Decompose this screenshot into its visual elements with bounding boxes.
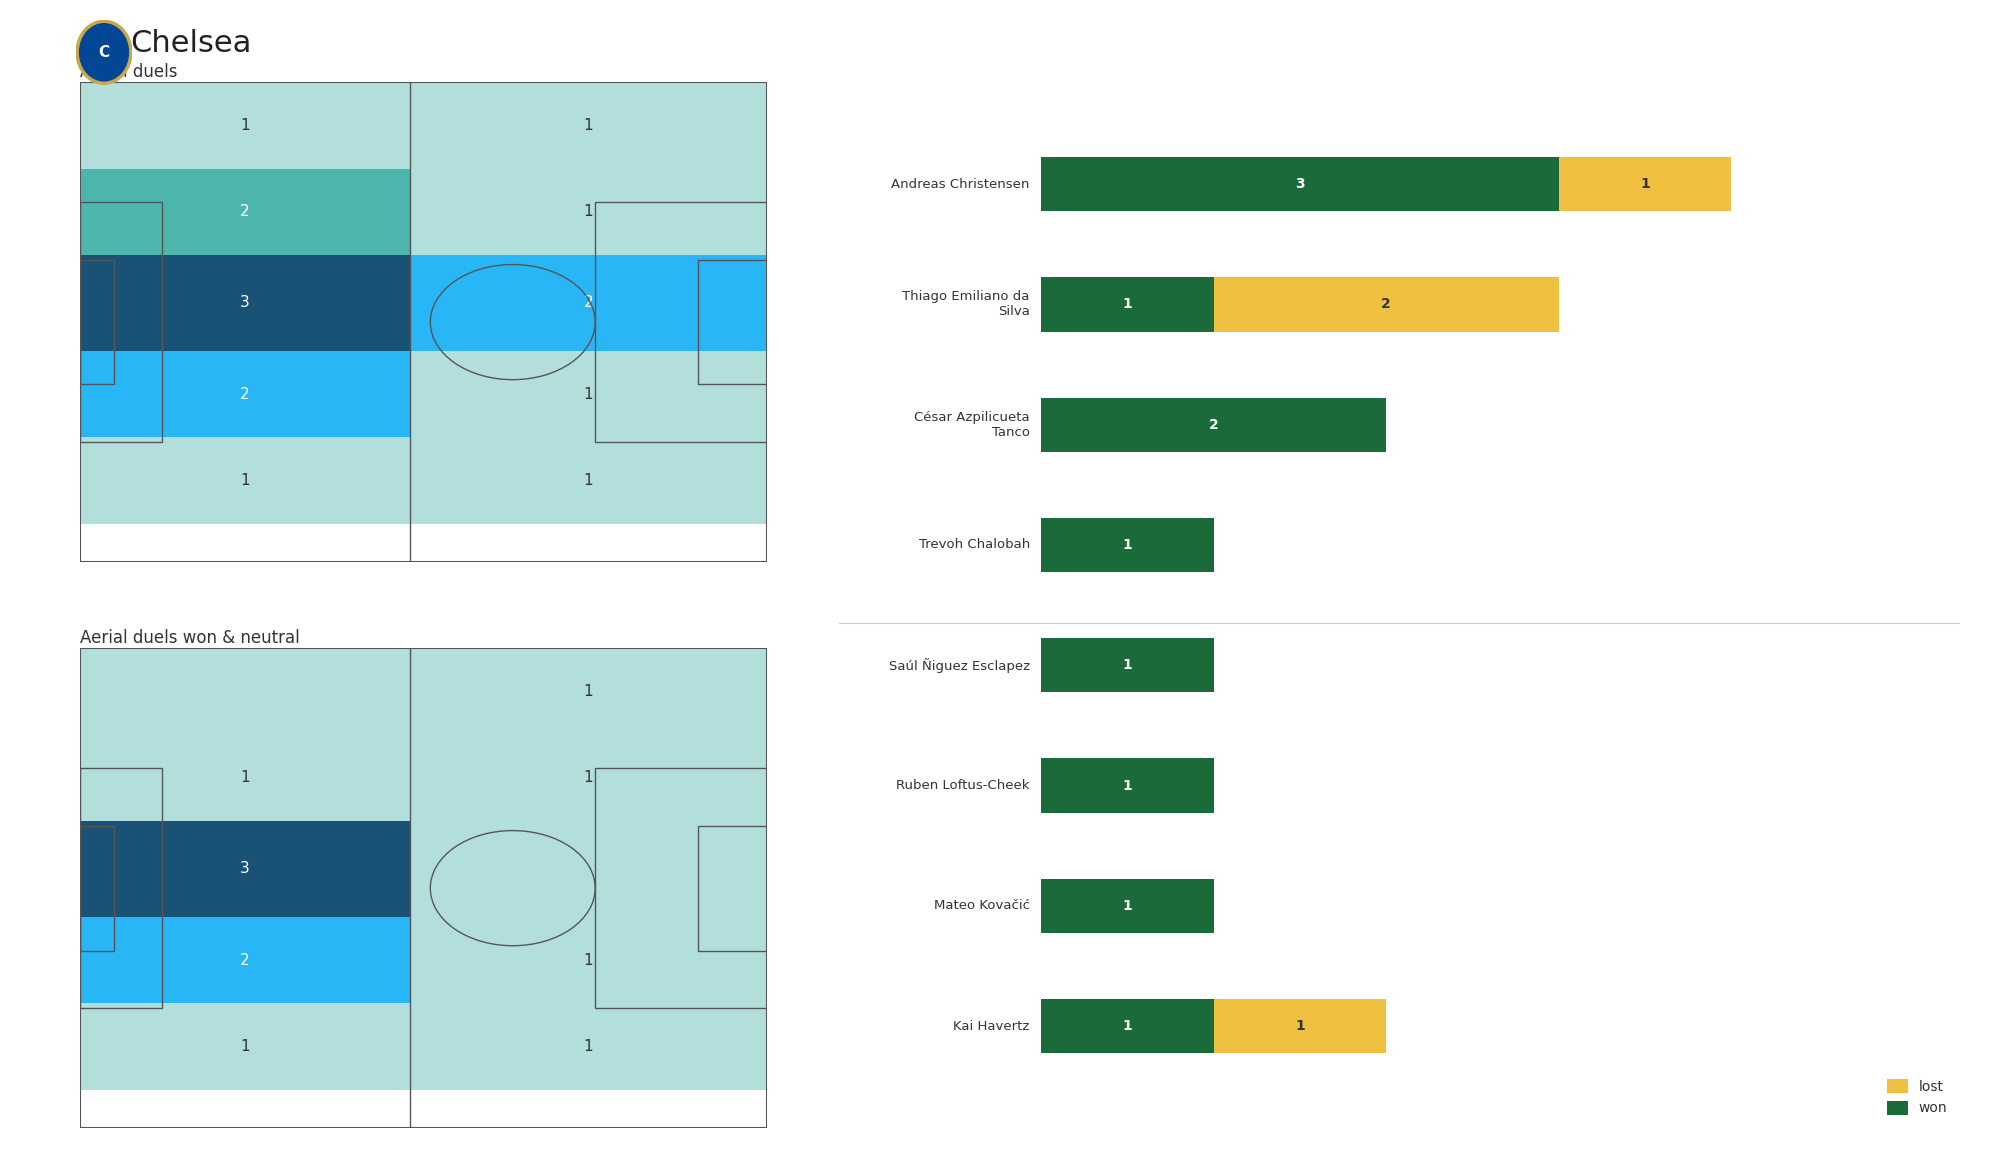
Text: 1: 1 (240, 771, 250, 785)
Text: 3: 3 (1296, 177, 1304, 192)
Bar (1040, 879, 1214, 933)
Text: Aerial duels won & neutral: Aerial duels won & neutral (80, 629, 300, 646)
Text: 1: 1 (240, 472, 250, 488)
Text: 2: 2 (584, 295, 594, 310)
Bar (1040, 999, 1214, 1053)
Text: 1: 1 (1122, 1019, 1132, 1033)
Bar (596, 768, 766, 1008)
Bar (1040, 277, 1214, 331)
Bar (80, 168, 410, 255)
Text: 2: 2 (240, 204, 250, 220)
Bar (1040, 638, 1214, 692)
Text: 1: 1 (584, 387, 594, 402)
Bar (1558, 157, 1732, 212)
Text: Thiago Emiliano da
Silva: Thiago Emiliano da Silva (902, 290, 1030, 318)
Bar (80, 202, 162, 442)
Text: 1: 1 (584, 953, 594, 967)
Text: Kai Havertz: Kai Havertz (954, 1020, 1030, 1033)
Bar (80, 821, 410, 916)
Bar (80, 437, 410, 524)
Bar (698, 826, 766, 951)
Circle shape (78, 21, 130, 83)
Text: Trevoh Chalobah: Trevoh Chalobah (918, 538, 1030, 551)
Bar (1214, 999, 1386, 1053)
Bar (410, 437, 766, 524)
Bar (410, 734, 766, 821)
Bar (410, 916, 766, 1003)
Text: 1: 1 (584, 118, 594, 133)
Text: Andreas Christensen: Andreas Christensen (892, 177, 1030, 190)
Bar (410, 255, 766, 351)
Bar (1040, 758, 1214, 813)
Bar (80, 768, 162, 1008)
Bar (410, 168, 766, 255)
Bar (80, 260, 114, 384)
Text: 1: 1 (584, 1039, 594, 1054)
Text: 1: 1 (584, 684, 594, 699)
Bar (80, 1003, 410, 1089)
Text: 1: 1 (240, 118, 250, 133)
Bar (1040, 518, 1214, 572)
Text: 2: 2 (240, 953, 250, 967)
Text: Mateo Kovačić: Mateo Kovačić (934, 899, 1030, 912)
Text: 2: 2 (240, 387, 250, 402)
Bar (698, 260, 766, 384)
Bar (1040, 397, 1386, 452)
Bar (80, 82, 410, 168)
Text: 1: 1 (584, 204, 594, 220)
Text: 2: 2 (1382, 297, 1392, 311)
Text: 1: 1 (584, 771, 594, 785)
Text: Saúl Ñiguez Esclapez: Saúl Ñiguez Esclapez (888, 658, 1030, 673)
Text: 1: 1 (1122, 779, 1132, 792)
Text: 1: 1 (1122, 297, 1132, 311)
Bar (410, 351, 766, 437)
Bar (596, 202, 766, 442)
Text: 3: 3 (240, 861, 250, 877)
Text: Ruben Loftus-Cheek: Ruben Loftus-Cheek (896, 779, 1030, 792)
Text: 1: 1 (1122, 538, 1132, 552)
Legend: lost, won: lost, won (1882, 1074, 1954, 1121)
Bar (80, 255, 410, 351)
Text: 3: 3 (240, 295, 250, 310)
Text: 1: 1 (1122, 899, 1132, 913)
Text: Aerial duels: Aerial duels (80, 62, 178, 81)
Text: 1: 1 (1294, 1019, 1304, 1033)
Bar (410, 649, 766, 734)
Text: César Azpilicueta
Tanco: César Azpilicueta Tanco (914, 411, 1030, 438)
Bar (1040, 157, 1558, 212)
Text: Chelsea: Chelsea (130, 29, 252, 59)
Bar (410, 821, 766, 916)
Bar (1214, 277, 1558, 331)
Text: 2: 2 (1208, 418, 1218, 431)
Text: 1: 1 (240, 1039, 250, 1054)
Bar (80, 916, 410, 1003)
Bar (410, 1003, 766, 1089)
Bar (80, 649, 410, 734)
Text: C: C (98, 45, 110, 60)
Text: 1: 1 (1122, 658, 1132, 672)
Text: 1: 1 (584, 472, 594, 488)
Bar (410, 82, 766, 168)
Bar (80, 826, 114, 951)
Text: 1: 1 (1640, 177, 1650, 192)
Bar (80, 734, 410, 821)
Bar (80, 351, 410, 437)
